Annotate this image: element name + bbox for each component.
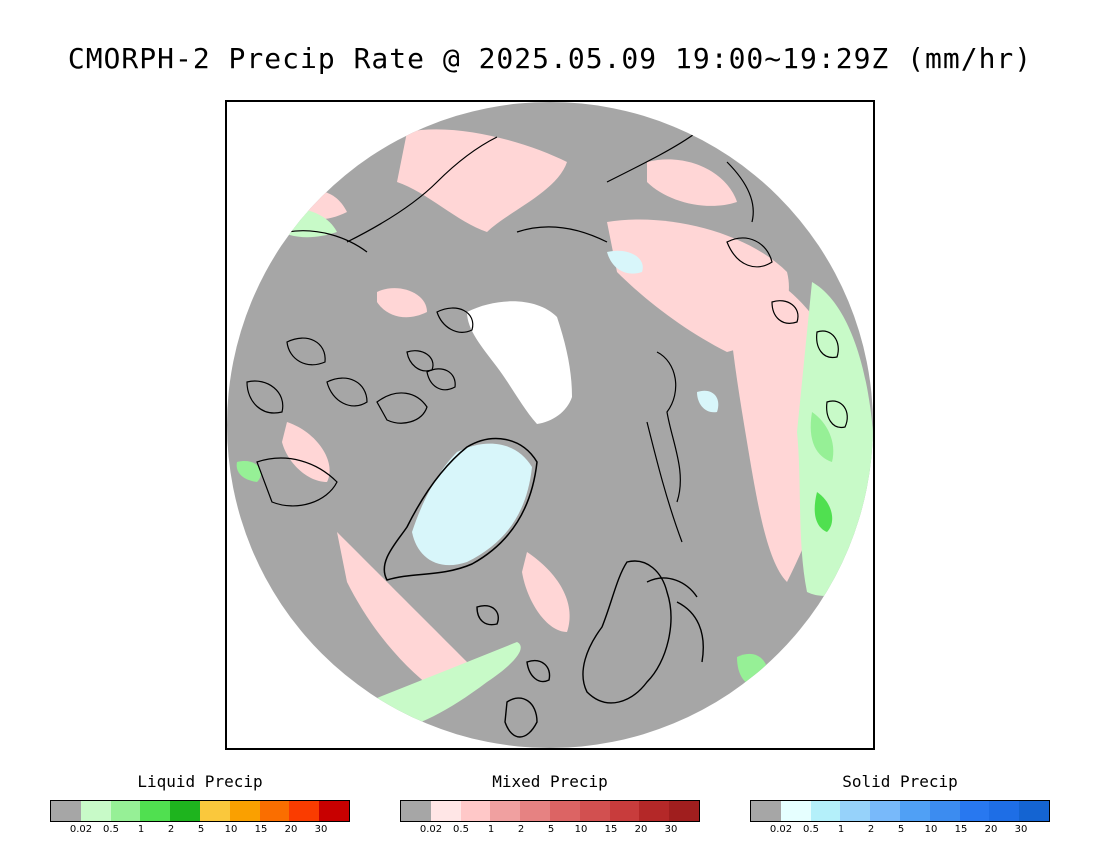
legend-tick-label: 2: [167, 824, 175, 835]
polar-map-svg: [227, 102, 873, 748]
legend-solid: Solid Precip 0.02 0.5 1 2 5 10 15 20 30: [750, 772, 1050, 838]
legend-title: Liquid Precip: [137, 772, 263, 791]
legend-swatch: [989, 801, 1020, 821]
europe-coastlines: [476, 560, 704, 738]
tick-labels: 0.02 0.5 1 2 5 10 15 20 30: [50, 824, 350, 838]
legend-swatch: [170, 801, 200, 821]
legend-swatch: [430, 801, 461, 821]
legend-swatch: [549, 801, 580, 821]
legend-swatch: [110, 801, 141, 821]
legend-mixed: Mixed Precip 0.02 0.5 1 2 5 10 15 20 30: [400, 772, 700, 838]
legend-swatch: [929, 801, 960, 821]
map-title: CMORPH-2 Precip Rate @ 2025.05.09 19:00~…: [67, 42, 1033, 75]
legend-swatch: [289, 801, 320, 821]
legend-swatch: [899, 801, 930, 821]
precip-map: [225, 100, 875, 750]
legend-tick-label: 10: [924, 824, 938, 835]
legend-tick-label: 20: [984, 824, 998, 835]
greenland-coastline: [383, 437, 538, 581]
legend-swatch: [199, 801, 230, 821]
legend-swatch: [490, 801, 521, 821]
color-scale: [50, 800, 350, 822]
legend-tick-label: 20: [634, 824, 648, 835]
russia-coastlines: [726, 237, 848, 429]
legend-tick-label: 10: [574, 824, 588, 835]
legend-tick-label: 0.5: [103, 824, 119, 835]
color-scale: [400, 800, 700, 822]
tick-labels: 0.02 0.5 1 2 5 10 15 20 30: [750, 824, 1050, 838]
legend-tick-label: 30: [314, 824, 328, 835]
legend-swatch: [780, 801, 811, 821]
legend-swatch: [401, 801, 431, 821]
legend-swatch: [229, 801, 260, 821]
legend-tick-label: 5: [897, 824, 905, 835]
color-scale: [750, 800, 1050, 822]
legend-swatch: [259, 801, 290, 821]
legend-swatch: [609, 801, 640, 821]
sea-ice-area: [467, 301, 572, 424]
legend-swatch: [140, 801, 171, 821]
legend-tick-label: 30: [664, 824, 678, 835]
legend-tick-label: 15: [254, 824, 268, 835]
legend-swatch: [810, 801, 841, 821]
legend-tick-label: 5: [197, 824, 205, 835]
legend-tick-label: 20: [284, 824, 298, 835]
legend-swatch: [319, 801, 349, 821]
legend-tick-label: 10: [224, 824, 238, 835]
legend-tick-label: 1: [837, 824, 845, 835]
legend-tick-label: 1: [487, 824, 495, 835]
legend-tick-label: 0.5: [803, 824, 819, 835]
legend-swatch: [460, 801, 491, 821]
legend-tick-label: 0.02: [769, 824, 793, 835]
legend-liquid: Liquid Precip 0.02 0.5 1 2 5 10 15 20 30: [50, 772, 350, 838]
legend-tick-label: 1: [137, 824, 145, 835]
legend-swatch: [840, 801, 871, 821]
legend-tick-label: 5: [547, 824, 555, 835]
legend-title: Solid Precip: [842, 772, 958, 791]
legend-tick-label: 0.5: [453, 824, 469, 835]
legend-swatch: [579, 801, 610, 821]
legend-swatch: [1019, 801, 1049, 821]
legend-tick-label: 2: [867, 824, 875, 835]
legend-tick-label: 0.02: [419, 824, 443, 835]
legend-title: Mixed Precip: [492, 772, 608, 791]
legend-swatch: [639, 801, 670, 821]
legend-tick-label: 0.02: [69, 824, 93, 835]
legend-swatch: [751, 801, 781, 821]
solid-precip-areas: [412, 250, 719, 566]
legend-tick-label: 15: [604, 824, 618, 835]
legend-swatch: [520, 801, 550, 821]
legend-swatch: [669, 801, 699, 821]
legend-tick-label: 30: [1014, 824, 1028, 835]
legend-swatch: [51, 801, 81, 821]
legend-tick-label: 2: [517, 824, 525, 835]
land-coastlines: [246, 131, 754, 543]
legend-swatch: [959, 801, 990, 821]
legend-swatch: [870, 801, 900, 821]
tick-labels: 0.02 0.5 1 2 5 10 15 20 30: [400, 824, 700, 838]
legend-swatch: [80, 801, 111, 821]
legend-tick-label: 15: [954, 824, 968, 835]
